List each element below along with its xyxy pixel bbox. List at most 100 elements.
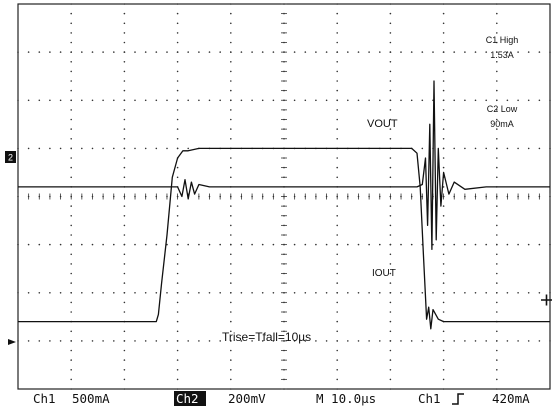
grid-dot <box>517 292 519 294</box>
grid-dot <box>389 340 392 342</box>
grid-dot <box>442 301 445 304</box>
grid-dot <box>70 311 72 313</box>
grid-dot <box>453 99 456 102</box>
grid-dot <box>496 330 498 333</box>
grid-dot <box>176 349 179 352</box>
grid-dot <box>81 243 83 246</box>
rise-fall-annotation: Trise=Tfall=10µs <box>222 330 311 344</box>
grid-dot <box>70 205 72 207</box>
grid-dot <box>368 243 370 246</box>
grid-dot <box>336 253 339 256</box>
grid-dot <box>336 215 339 217</box>
grid-dot <box>251 99 253 102</box>
grid-dot <box>91 340 94 342</box>
grid-dot <box>230 215 232 217</box>
grid-dot <box>59 51 62 53</box>
grid-dot <box>113 147 115 150</box>
grid-dot <box>91 292 94 294</box>
grid-dot <box>517 243 519 246</box>
grid-dot <box>272 292 275 294</box>
grid-dot <box>496 388 498 390</box>
grid-dot <box>549 243 551 246</box>
grid-dot <box>336 70 339 73</box>
grid-dot <box>176 99 179 102</box>
grid-dot <box>176 272 179 275</box>
grid-dot <box>123 205 126 207</box>
grid-dot <box>81 292 83 294</box>
grid-dot <box>464 243 466 246</box>
grid-dot <box>442 147 445 150</box>
grid-dot <box>144 99 147 102</box>
grid-dot <box>230 157 232 159</box>
grid-dot <box>464 99 466 102</box>
grid-dot <box>272 99 275 102</box>
grid-dot <box>59 147 62 150</box>
grid-dot <box>496 176 498 179</box>
grid-dot <box>144 147 147 150</box>
grid-dot <box>453 51 456 53</box>
grid-dot <box>474 292 477 294</box>
grid-dot <box>389 253 392 256</box>
grid-dot <box>442 224 445 227</box>
grid-dot <box>251 292 253 294</box>
grid-dot <box>70 166 72 169</box>
grid-dot <box>113 99 115 102</box>
grid-dot <box>230 3 232 5</box>
grid-dot <box>442 292 445 294</box>
grid-dot <box>123 340 126 342</box>
grid-dot <box>368 99 370 102</box>
grid-dot <box>389 243 392 246</box>
grid-dot <box>496 205 498 207</box>
grid-dot <box>176 22 179 25</box>
rising-edge-trigger-icon <box>452 393 464 405</box>
grid-dot <box>538 340 541 342</box>
grid-dot <box>410 99 413 102</box>
grid-dot <box>400 51 402 53</box>
grid-dot <box>315 340 317 342</box>
grid-dot <box>442 311 445 313</box>
grid-dot <box>496 301 498 304</box>
grid-dot <box>123 70 126 73</box>
vout-label: VOUT <box>367 118 398 130</box>
grid-dot <box>176 166 179 169</box>
grid-dot <box>527 243 530 246</box>
grid-dot <box>389 263 392 265</box>
grid-dot <box>219 243 221 246</box>
grid-dot <box>325 51 328 53</box>
grid-dot <box>496 263 498 265</box>
grid-dot <box>453 243 456 246</box>
grid-dot <box>421 51 424 53</box>
grid-dot <box>496 61 498 63</box>
grid-dot <box>70 32 72 34</box>
grid-dot <box>123 32 126 34</box>
grid-dot <box>230 80 232 82</box>
grid-dot <box>123 41 126 44</box>
grid-dot <box>336 61 339 63</box>
grid-dot <box>496 359 498 361</box>
grid-dot <box>123 359 126 361</box>
grid-dot <box>123 138 126 140</box>
grid-dot <box>70 22 72 25</box>
grid-dot <box>336 22 339 25</box>
grid-dot <box>27 99 30 102</box>
grid-dot <box>155 51 158 53</box>
grid-dot <box>336 388 339 390</box>
grid-dot <box>176 301 179 304</box>
grid-dot <box>123 253 126 256</box>
grid-dot <box>251 340 253 342</box>
grid-dot <box>506 147 509 150</box>
grid-dot <box>389 128 392 130</box>
grid-dot <box>496 32 498 34</box>
grid-dot <box>336 224 339 227</box>
grid-dot <box>442 138 445 140</box>
grid-dot <box>70 378 72 381</box>
grid-dot <box>176 369 179 371</box>
grid-dot <box>496 12 498 15</box>
grid-dot <box>496 378 498 381</box>
grid-dot <box>485 147 488 150</box>
grid-dot <box>176 263 179 265</box>
grid-dot <box>442 186 445 188</box>
grid-dot <box>485 51 488 53</box>
grid-dot <box>155 99 158 102</box>
